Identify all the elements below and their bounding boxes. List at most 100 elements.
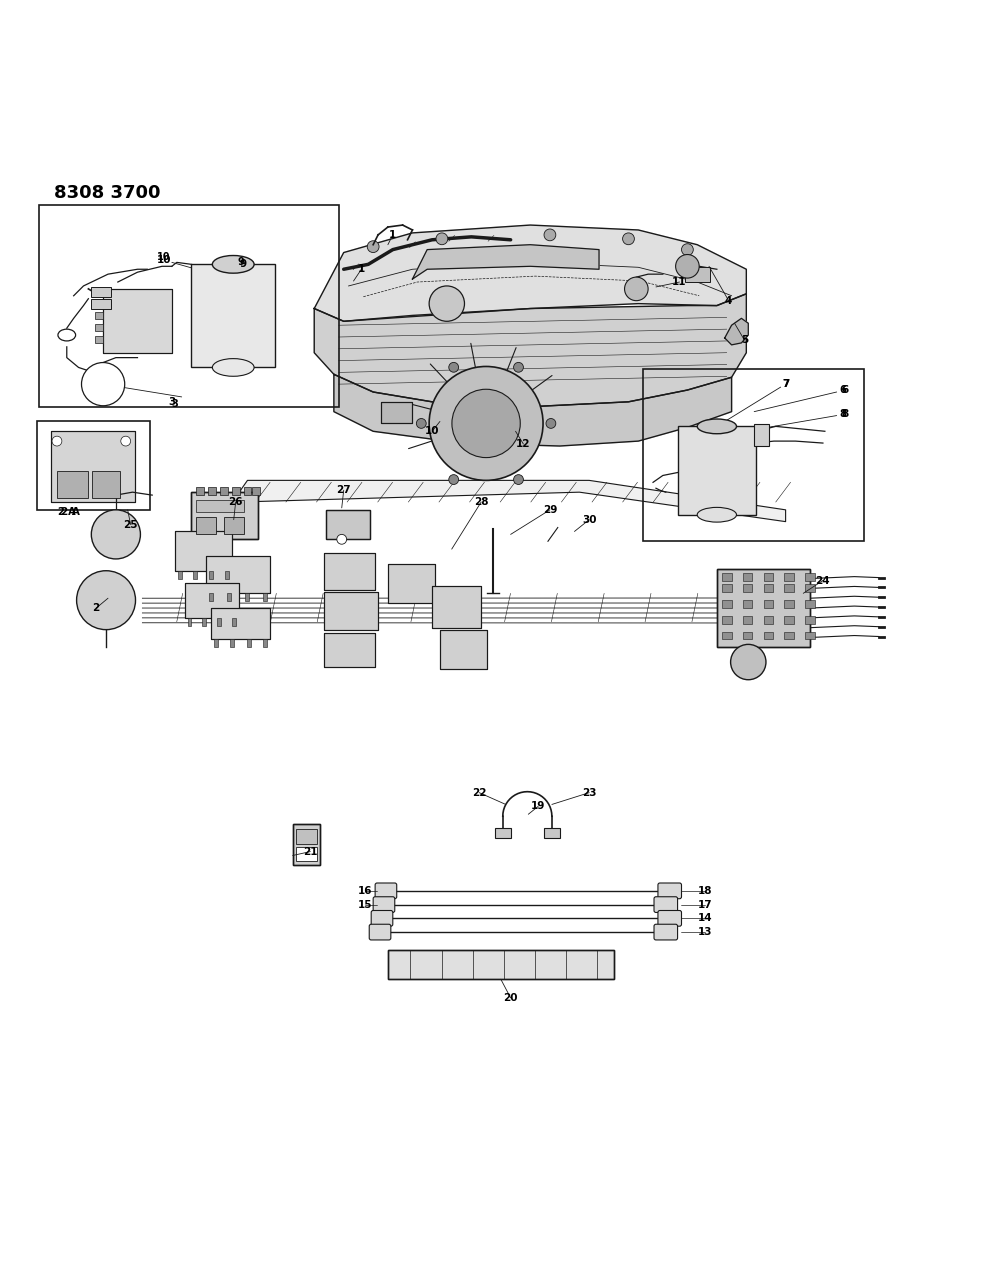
Ellipse shape — [212, 255, 254, 273]
Bar — [440, 630, 487, 669]
Bar — [722, 601, 732, 608]
Bar — [324, 593, 378, 630]
Polygon shape — [314, 293, 746, 407]
Circle shape — [731, 644, 766, 680]
Bar — [95, 324, 103, 332]
Bar — [209, 593, 213, 602]
Bar — [678, 426, 756, 515]
Text: 13: 13 — [698, 927, 712, 937]
Bar — [91, 287, 111, 297]
Circle shape — [623, 233, 634, 245]
Text: 20: 20 — [504, 993, 518, 1003]
Bar — [764, 631, 774, 640]
Bar — [227, 593, 231, 602]
FancyBboxPatch shape — [371, 910, 393, 926]
FancyBboxPatch shape — [658, 910, 682, 926]
Text: 1: 1 — [389, 230, 397, 240]
Text: 2 A: 2 A — [61, 506, 81, 516]
Polygon shape — [725, 319, 748, 344]
Bar — [742, 616, 752, 623]
Circle shape — [449, 362, 459, 372]
Bar — [805, 572, 815, 580]
Bar — [324, 593, 378, 630]
Bar — [231, 640, 235, 648]
Bar — [296, 829, 317, 844]
Text: 16: 16 — [358, 886, 372, 896]
Bar — [764, 601, 774, 608]
Bar — [742, 601, 752, 608]
Text: 26: 26 — [229, 497, 243, 507]
Text: 7: 7 — [782, 379, 790, 389]
Ellipse shape — [697, 507, 736, 523]
Ellipse shape — [58, 329, 76, 340]
Bar — [440, 630, 487, 669]
Bar — [785, 631, 794, 640]
Bar — [217, 618, 221, 626]
FancyBboxPatch shape — [373, 896, 395, 913]
Bar — [495, 827, 511, 838]
Circle shape — [416, 418, 426, 428]
Bar — [785, 572, 794, 580]
Text: 5: 5 — [740, 335, 748, 346]
Bar — [296, 847, 317, 862]
Circle shape — [514, 474, 523, 484]
Bar — [717, 569, 810, 648]
Bar — [103, 289, 172, 353]
Bar — [211, 608, 270, 640]
Bar — [432, 586, 481, 627]
Bar — [742, 631, 752, 640]
Text: 6: 6 — [841, 385, 848, 395]
Circle shape — [337, 534, 347, 544]
Polygon shape — [412, 245, 599, 279]
Bar — [805, 631, 815, 640]
Circle shape — [436, 233, 448, 245]
Bar — [51, 431, 135, 502]
Ellipse shape — [697, 419, 736, 434]
Bar — [51, 431, 135, 502]
Bar — [326, 510, 370, 539]
Bar — [717, 569, 810, 648]
Bar — [764, 572, 774, 580]
Text: 12: 12 — [517, 439, 530, 449]
Circle shape — [546, 418, 556, 428]
Bar — [388, 950, 614, 979]
Bar — [324, 632, 375, 667]
Circle shape — [52, 436, 62, 446]
Text: 9: 9 — [238, 258, 244, 268]
Text: 11: 11 — [673, 277, 686, 287]
Circle shape — [544, 230, 556, 241]
Bar — [544, 827, 560, 838]
Text: 17: 17 — [698, 900, 712, 909]
Bar — [742, 584, 752, 593]
Bar — [722, 631, 732, 640]
Circle shape — [91, 510, 140, 558]
Bar — [293, 824, 320, 866]
Bar — [175, 532, 232, 571]
Text: 10: 10 — [157, 252, 171, 263]
Bar — [785, 616, 794, 623]
Bar — [185, 584, 239, 618]
Bar — [785, 601, 794, 608]
Text: 1: 1 — [357, 264, 365, 274]
Circle shape — [429, 286, 464, 321]
Text: 30: 30 — [582, 515, 596, 524]
Bar — [754, 425, 769, 446]
Bar — [232, 618, 236, 626]
Bar — [91, 298, 111, 309]
Bar — [246, 593, 249, 602]
Bar — [246, 640, 250, 648]
Text: 23: 23 — [582, 788, 596, 798]
Bar — [722, 572, 732, 580]
Bar — [193, 571, 197, 579]
Bar — [643, 370, 864, 542]
FancyBboxPatch shape — [369, 924, 391, 940]
Text: 8: 8 — [841, 408, 848, 418]
Bar — [95, 312, 103, 319]
Bar — [263, 640, 267, 648]
Bar — [188, 618, 191, 626]
Text: 6: 6 — [840, 385, 846, 395]
Text: 3: 3 — [168, 397, 176, 407]
Bar — [722, 584, 732, 593]
Text: 18: 18 — [698, 886, 712, 896]
Text: 3: 3 — [172, 399, 178, 409]
